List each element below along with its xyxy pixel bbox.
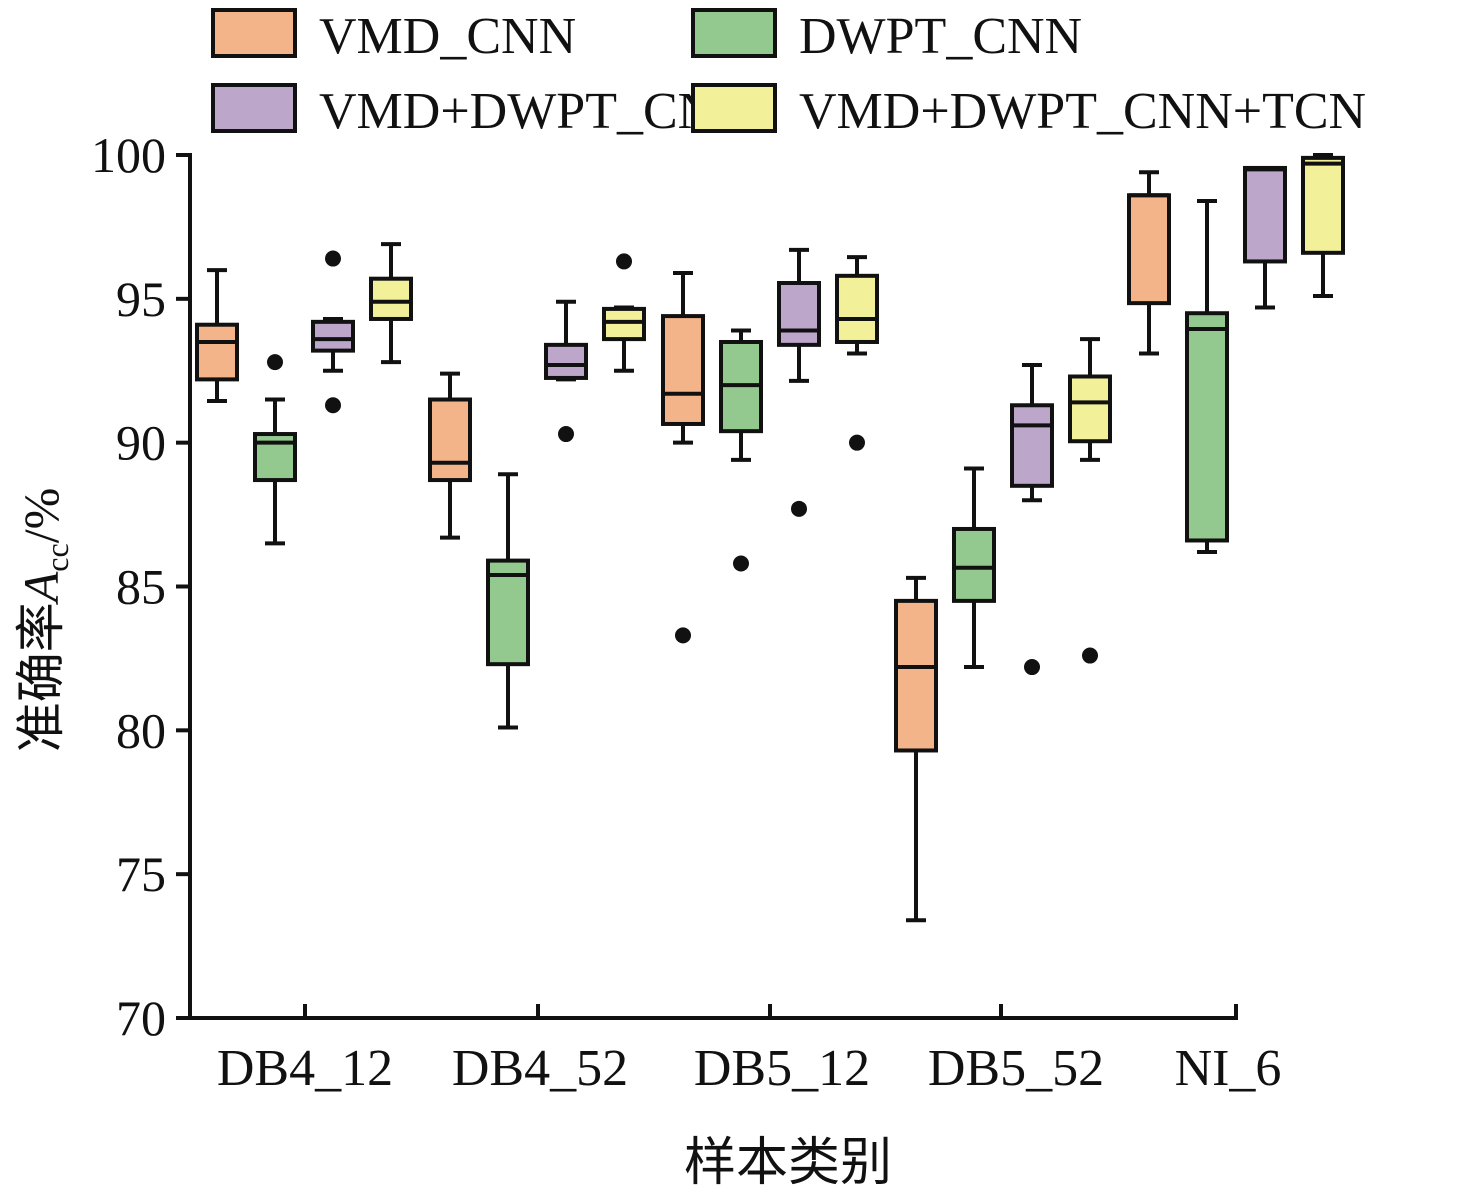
y-tick-label: 75 <box>116 846 166 902</box>
box-dwpt-cnn-db5_12 <box>719 328 763 572</box>
outlier-point <box>558 426 574 443</box>
y-tick-label: 95 <box>116 271 166 327</box>
legend-label: VMD_CNN <box>319 8 576 65</box>
x-tick-label: DB5_52 <box>928 1040 1104 1097</box>
y-axis-label-sub: cc <box>39 543 75 571</box>
legend-label: DWPT_CNN <box>799 8 1082 65</box>
box-iqr <box>544 342 588 380</box>
box-iqr <box>777 281 821 347</box>
box-iqr <box>602 306 646 342</box>
axes: 70 75 80 85 90 95 100 DB4_12 DB4_52 DB5_12 DB5_52 N… <box>91 127 1281 1097</box>
outlier-point <box>791 500 807 517</box>
x-axis-label: 样本类别 <box>684 1135 892 1192</box>
box-iqr <box>486 558 530 667</box>
box-vmd-cnn-db4_52 <box>428 371 472 540</box>
svg-text:准确率Acc/%: 准确率Acc/% <box>13 488 75 753</box>
y-tick-label: 80 <box>116 702 166 758</box>
outlier-point <box>616 253 632 270</box>
box-iqr <box>1185 311 1229 543</box>
box-iqr <box>369 276 413 321</box>
box-iqr <box>1068 374 1112 444</box>
box-iqr <box>1301 155 1345 255</box>
box-vmd-dwpt-cnn-ni_6 <box>1243 165 1287 310</box>
box-dwpt-cnn-db5_52 <box>952 466 996 670</box>
box-vmd-dwpt-cnn-tcn-db5_12 <box>835 255 879 451</box>
legend-swatch <box>691 83 777 133</box>
y-axis-label-var: A <box>13 571 69 605</box>
box-vmd-dwpt-cnn-tcn-db4_52 <box>602 253 646 373</box>
box-vmd-cnn-ni_6 <box>1127 170 1171 356</box>
box-vmd-cnn-db4_12 <box>195 268 239 403</box>
y-tick-label: 100 <box>91 127 166 183</box>
y-tick-label: 90 <box>116 415 166 471</box>
outlier-point <box>1024 659 1040 676</box>
legend: VMD_CNN DWPT_CNN VMD+DWPT_CNN VMD+DWPT_CNN+… <box>211 8 1366 140</box>
box-iqr <box>195 322 239 382</box>
box-iqr <box>952 526 996 603</box>
box-vmd-dwpt-cnn-tcn-db5_52 <box>1068 337 1112 664</box>
box-vmd-dwpt-cnn-db5_52 <box>1010 362 1054 676</box>
outlier-point <box>733 555 749 572</box>
box-iqr <box>1127 193 1171 306</box>
outlier-point <box>1082 647 1098 664</box>
box-iqr <box>1243 165 1287 264</box>
box-dwpt-cnn-ni_6 <box>1185 199 1229 554</box>
box-iqr <box>894 598 938 753</box>
x-tick-label: NI_6 <box>1175 1040 1282 1097</box>
boxes <box>195 153 1345 923</box>
legend-label: VMD+DWPT_CNN <box>319 83 753 140</box>
x-tick-label: DB5_12 <box>694 1040 870 1097</box>
x-tick-label: DB4_52 <box>452 1040 628 1097</box>
outlier-point <box>267 354 283 371</box>
y-tick-label: 70 <box>116 990 166 1046</box>
outlier-point <box>325 397 341 414</box>
box-dwpt-cnn-db4_52 <box>486 472 530 730</box>
box-vmd-dwpt-cnn-tcn-db4_12 <box>369 242 413 365</box>
y-tick-label: 85 <box>116 559 166 615</box>
box-vmd-dwpt-cnn-tcn-ni_6 <box>1301 153 1345 298</box>
box-vmd-dwpt-cnn-db4_52 <box>544 299 588 443</box>
y-axis-label-main: 准确率 <box>13 602 69 752</box>
outlier-point <box>849 434 865 451</box>
legend-swatch <box>211 83 297 133</box>
box-iqr <box>311 319 355 353</box>
legend-swatch <box>691 8 777 58</box>
legend-label: VMD+DWPT_CNN+TCN <box>799 83 1366 140</box>
box-dwpt-cnn-db4_12 <box>253 354 297 546</box>
box-iqr <box>661 314 705 426</box>
outlier-point <box>675 627 691 644</box>
box-vmd-cnn-db5_52 <box>894 575 938 923</box>
outlier-point <box>325 250 341 267</box>
y-axis-label-unit: /% <box>13 488 69 544</box>
box-vmd-dwpt-cnn-db5_12 <box>777 247 821 517</box>
box-iqr <box>428 397 472 483</box>
legend-swatch <box>211 8 297 58</box>
y-axis-label: 准确率Acc/% <box>13 488 75 753</box>
box-vmd-dwpt-cnn-db4_12 <box>311 250 355 414</box>
x-tick-label: DB4_12 <box>217 1040 393 1097</box>
box-iqr <box>835 273 879 344</box>
box-vmd-cnn-db5_12 <box>661 270 705 644</box>
box-iqr <box>1010 403 1054 488</box>
